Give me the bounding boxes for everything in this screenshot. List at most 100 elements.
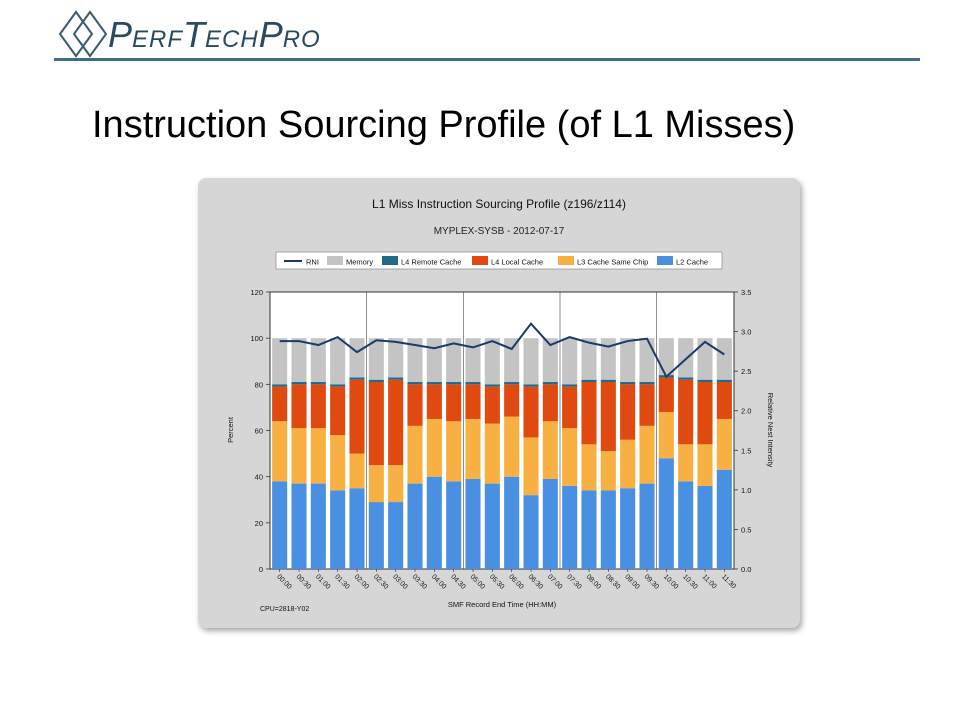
bar-l2-cache — [697, 485, 713, 569]
bar-l3-cache-same-chip — [658, 412, 674, 459]
bar-l3-cache-same-chip — [349, 453, 365, 489]
bar-l4-local-cache — [716, 382, 732, 419]
x-tick-label: 09:00 — [623, 573, 640, 590]
bars — [272, 338, 732, 569]
y-tick-label: 100 — [250, 334, 263, 343]
bar-l2-cache — [310, 483, 326, 569]
bar-l4-local-cache — [407, 384, 423, 426]
x-tick-label: 03:00 — [391, 573, 408, 590]
bar-l4-local-cache — [697, 382, 713, 445]
brand-logo — [58, 10, 108, 58]
x-tick-label: 10:00 — [662, 573, 679, 590]
x-tick-label: 11:30 — [720, 573, 737, 590]
cpu-footnote: CPU=2818-Y02 — [260, 606, 309, 613]
bar-l2-cache — [678, 481, 694, 569]
y2-tick-label: 0.0 — [741, 565, 751, 574]
chart-title: L1 Miss Instruction Sourcing Profile (z1… — [372, 197, 626, 211]
bar-memory — [310, 338, 326, 383]
bar-memory — [407, 338, 423, 383]
bar-memory — [388, 338, 404, 378]
bar-l4-remote-cache — [272, 384, 288, 387]
y2-tick-label: 3.0 — [741, 328, 751, 337]
x-tick-label: 00:00 — [275, 573, 292, 590]
y2-tick-label: 2.0 — [741, 407, 751, 416]
bar-memory — [272, 338, 288, 385]
bar-l2-cache — [407, 483, 423, 569]
bar-memory — [678, 338, 694, 378]
bar-l2-cache — [639, 483, 655, 569]
brand-name: PERFTECHPRO — [108, 14, 321, 55]
legend-swatch-l2 — [657, 256, 673, 265]
x-tick-label: 06:30 — [527, 573, 544, 590]
y2-tick-label: 1.0 — [741, 486, 751, 495]
bar-memory — [639, 338, 655, 383]
rni-line — [279, 322, 725, 379]
bar-memory — [368, 338, 384, 380]
x-tick-label: 08:30 — [604, 573, 621, 590]
bar-l3-cache-same-chip — [523, 437, 539, 496]
bar-l3-cache-same-chip — [465, 418, 481, 479]
x-axis: 00:00 00:30 01:00 01:30 02:00 02:30 03:00 03:30… — [275, 569, 737, 591]
legend-label-memory: Memory — [346, 258, 373, 267]
bar-l2-cache — [388, 502, 404, 569]
bar-l2-cache — [272, 481, 288, 569]
bar-l4-local-cache — [446, 384, 462, 422]
bar-l3-cache-same-chip — [562, 428, 578, 486]
x-tick-label: 01:00 — [314, 573, 331, 590]
bar-l3-cache-same-chip — [426, 418, 442, 477]
x-tick-label: 08:00 — [585, 573, 602, 590]
x-tick-label: 01:30 — [333, 573, 350, 590]
y-axis-label: Percent — [226, 416, 235, 443]
x-tick-label: 09:30 — [643, 573, 660, 590]
bar-l2-cache — [330, 490, 346, 569]
bar-l4-remote-cache — [542, 382, 558, 385]
x-tick-label: 07:30 — [565, 573, 582, 590]
bar-l4-local-cache — [388, 379, 404, 466]
legend-label-l4-remote: L4 Remote Cache — [401, 258, 461, 267]
bar-l4-local-cache — [484, 386, 500, 424]
bar-l4-local-cache — [504, 384, 520, 417]
y-tick-label: 120 — [250, 288, 263, 297]
bar-l4-remote-cache — [465, 382, 481, 385]
bar-memory — [716, 338, 732, 380]
y-tick-label: 80 — [255, 380, 263, 389]
bar-l2-cache — [620, 488, 636, 569]
bar-l4-local-cache — [678, 379, 694, 445]
y-axis: 0 20 40 60 80 100 120 — [250, 288, 270, 574]
bar-memory — [600, 338, 616, 380]
x-tick-label: 02:30 — [372, 573, 389, 590]
bar-l4-local-cache — [368, 382, 384, 466]
bar-memory — [620, 338, 636, 383]
bar-l4-remote-cache — [523, 384, 539, 387]
bar-l4-local-cache — [600, 382, 616, 452]
bar-l3-cache-same-chip — [330, 435, 346, 491]
x-tick-label: 05:00 — [469, 573, 486, 590]
x-tick-label: 00:30 — [295, 573, 312, 590]
bar-l4-local-cache — [465, 384, 481, 419]
x-tick-label: 04:00 — [430, 573, 447, 590]
bar-l2-cache — [446, 481, 462, 569]
bar-l4-remote-cache — [620, 382, 636, 385]
legend-label-l4-local: L4 Local Cache — [491, 258, 543, 267]
bar-l3-cache-same-chip — [716, 418, 732, 470]
header-rule — [54, 58, 920, 61]
bar-l3-cache-same-chip — [484, 423, 500, 484]
legend-label-rni: RNI — [306, 258, 319, 267]
bar-memory — [446, 338, 462, 383]
bar-l3-cache-same-chip — [407, 425, 423, 484]
x-tick-label: 11:00 — [701, 573, 718, 590]
legend-swatch-l4-local — [472, 256, 488, 265]
bar-l2-cache — [658, 458, 674, 569]
bar-l4-local-cache — [426, 384, 442, 419]
slide-title: Instruction Sourcing Profile (of L1 Miss… — [92, 104, 796, 146]
bar-l3-cache-same-chip — [600, 451, 616, 491]
bar-l4-remote-cache — [600, 379, 616, 383]
grid — [366, 292, 657, 569]
bar-l4-remote-cache — [388, 377, 404, 380]
bar-l2-cache — [368, 502, 384, 569]
y2-tick-label: 3.5 — [741, 288, 751, 297]
bar-memory — [484, 338, 500, 385]
bar-memory — [542, 338, 558, 383]
x-axis-label: SMF Record End Time (HH:MM) — [448, 600, 557, 609]
bar-memory — [465, 338, 481, 383]
